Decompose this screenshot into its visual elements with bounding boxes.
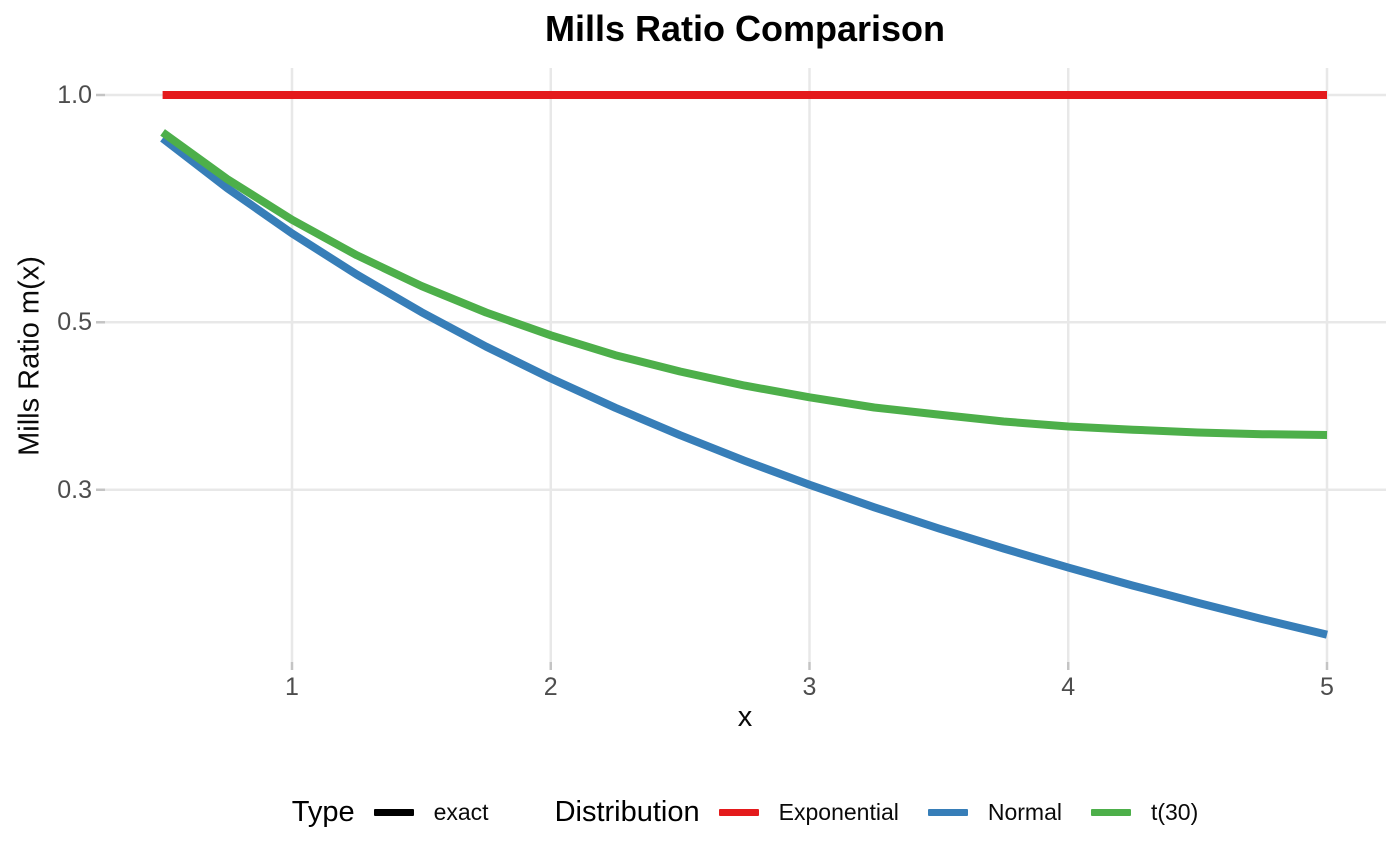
x-tick-label: 5 [1320, 673, 1334, 701]
y-tick-label: 0.5 [57, 308, 92, 337]
x-axis-title: x [737, 701, 753, 733]
y-tick-label: 0.3 [57, 475, 92, 504]
legend: Type exact Distribution Exponential Normal t(… [104, 788, 1386, 836]
legend-items: exact [373, 798, 489, 826]
series-line-normal [160, 135, 1328, 639]
legend-label: Exponential [778, 798, 899, 825]
legend-title: Type [291, 795, 355, 828]
legend-items: Exponential Normal t(30) [718, 798, 1199, 826]
chart-title: Mills Ratio Comparison [544, 8, 946, 49]
legend-item-exponential: Exponential [718, 798, 899, 826]
legend-group-distribution: Distribution Exponential Normal t(30) [555, 796, 1199, 829]
legend-line-swatch-icon [373, 808, 414, 816]
legend-item-t-30-: t(30) [1090, 798, 1199, 826]
x-tick-label: 1 [285, 673, 299, 701]
x-tick-label: 2 [543, 673, 558, 701]
legend-line-swatch-icon [927, 808, 968, 816]
legend-item-normal: Normal [927, 798, 1062, 826]
legend-group-type: Type exact [292, 796, 489, 829]
series-line-t-30- [160, 129, 1328, 439]
legend-label: Normal [987, 798, 1062, 825]
x-tick-label: 3 [802, 673, 817, 701]
y-axis-title: Mills Ratio m(x) [13, 256, 46, 456]
x-tick-label: 4 [1061, 673, 1076, 701]
legend-label: t(30) [1150, 798, 1199, 825]
legend-line-swatch-icon [718, 808, 759, 816]
legend-line-swatch-icon [1090, 808, 1131, 816]
legend-item-exact: exact [373, 798, 489, 826]
y-tick-label: 1.0 [57, 81, 92, 109]
legend-title: Distribution [554, 795, 700, 828]
legend-label: exact [433, 798, 489, 825]
